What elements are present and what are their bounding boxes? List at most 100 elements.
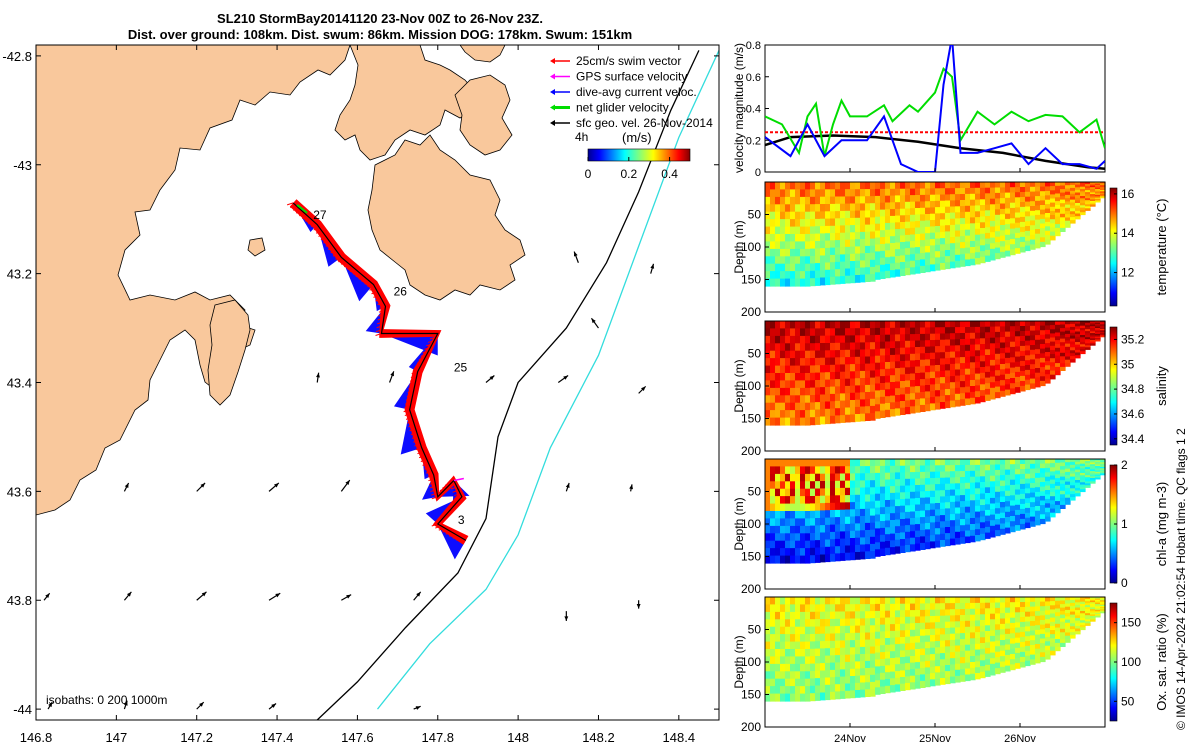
section-cell — [940, 597, 946, 604]
section-cell — [1100, 192, 1106, 194]
section-cell — [1100, 465, 1106, 468]
section-cell — [805, 540, 811, 549]
section-cell — [1035, 601, 1041, 607]
section-cell — [960, 333, 966, 340]
section-cell — [950, 639, 956, 647]
section-cell — [1080, 473, 1086, 476]
section-cell — [920, 661, 926, 669]
section-cell — [820, 604, 826, 613]
section-cell — [1090, 194, 1096, 197]
section-cell — [1100, 607, 1106, 609]
section-cell — [945, 520, 951, 528]
section-cell — [885, 520, 891, 528]
section-cell — [835, 691, 841, 700]
section-cell — [1040, 330, 1046, 336]
section-cell — [1065, 204, 1071, 209]
section-cell — [1065, 185, 1071, 189]
section-cell — [1055, 642, 1061, 648]
section-cell — [785, 241, 791, 250]
section-cell — [1040, 620, 1046, 626]
section-cell — [805, 634, 811, 643]
section-cell — [905, 649, 911, 658]
section-cell — [1070, 347, 1076, 351]
section-cell — [960, 351, 966, 358]
section-cell — [905, 387, 911, 395]
swim-vector — [369, 287, 376, 291]
section-cell — [845, 661, 851, 670]
section-cell — [1020, 513, 1026, 520]
section-cell — [985, 371, 991, 379]
section-cell — [965, 223, 971, 231]
section-cell — [1050, 492, 1056, 497]
section-cell — [765, 533, 771, 542]
section-cell — [875, 348, 881, 357]
section-cell — [860, 267, 866, 276]
section-cell — [800, 263, 806, 272]
section-cell — [1045, 459, 1051, 464]
section-cell — [835, 240, 841, 248]
section-cell — [890, 459, 896, 467]
section-cell — [765, 365, 771, 374]
section-cell — [1045, 190, 1051, 196]
section-cell — [1090, 469, 1096, 472]
section-ytick-label: 100 — [741, 379, 761, 393]
section-cell — [1090, 326, 1096, 329]
section-cell — [800, 380, 806, 389]
section-cell — [770, 611, 776, 620]
section-cell — [1040, 325, 1046, 331]
section-cell — [975, 222, 981, 230]
section-cell — [940, 339, 946, 347]
small-island — [247, 237, 266, 257]
section-cell — [865, 189, 871, 197]
section-cell — [935, 352, 941, 360]
section-cell — [920, 233, 926, 241]
swim-vector — [305, 218, 312, 222]
section-cell — [890, 321, 896, 329]
sfc-vector-head — [564, 616, 569, 621]
section-cell — [775, 611, 781, 620]
section-cell — [1000, 353, 1006, 360]
section-cell — [945, 677, 951, 685]
section-cell — [875, 258, 881, 266]
section-cell — [995, 182, 1001, 189]
swim-vector — [410, 432, 418, 436]
section-cell — [1010, 378, 1016, 384]
section-cell — [1075, 344, 1081, 348]
section-cell — [1070, 632, 1076, 636]
section-cell — [1095, 182, 1101, 184]
section-cell — [825, 488, 831, 497]
section-cell — [980, 378, 986, 385]
section-cell — [1010, 505, 1016, 512]
section-cell — [865, 501, 871, 510]
section-cell — [1035, 330, 1041, 336]
section-cell — [815, 633, 821, 642]
section-cell — [965, 608, 971, 616]
section-cell — [1100, 603, 1106, 606]
section-cell — [775, 350, 781, 359]
section-cell — [830, 531, 836, 540]
section-cell — [780, 189, 786, 198]
section-cell — [1075, 349, 1081, 354]
section-cell — [950, 538, 956, 546]
section-cell — [1050, 333, 1056, 339]
section-cell — [995, 392, 1001, 399]
section-cell — [885, 341, 891, 349]
section-cell — [1065, 639, 1071, 643]
section-cell — [1090, 329, 1096, 332]
section-cell — [940, 483, 946, 491]
section-cell — [775, 402, 781, 411]
section-cell — [825, 611, 831, 620]
section-cell — [795, 481, 801, 490]
section-cell — [830, 233, 836, 241]
section-cell — [1000, 618, 1006, 625]
section-cell — [840, 328, 846, 336]
section-cell — [1045, 463, 1051, 469]
section-cell — [895, 533, 901, 541]
section-cell — [825, 655, 831, 664]
section-cell — [885, 389, 891, 397]
section-cell — [940, 533, 946, 541]
section-cell — [900, 222, 906, 230]
section-cell — [850, 392, 856, 401]
section-cell — [860, 274, 866, 283]
section-cell — [900, 407, 906, 415]
